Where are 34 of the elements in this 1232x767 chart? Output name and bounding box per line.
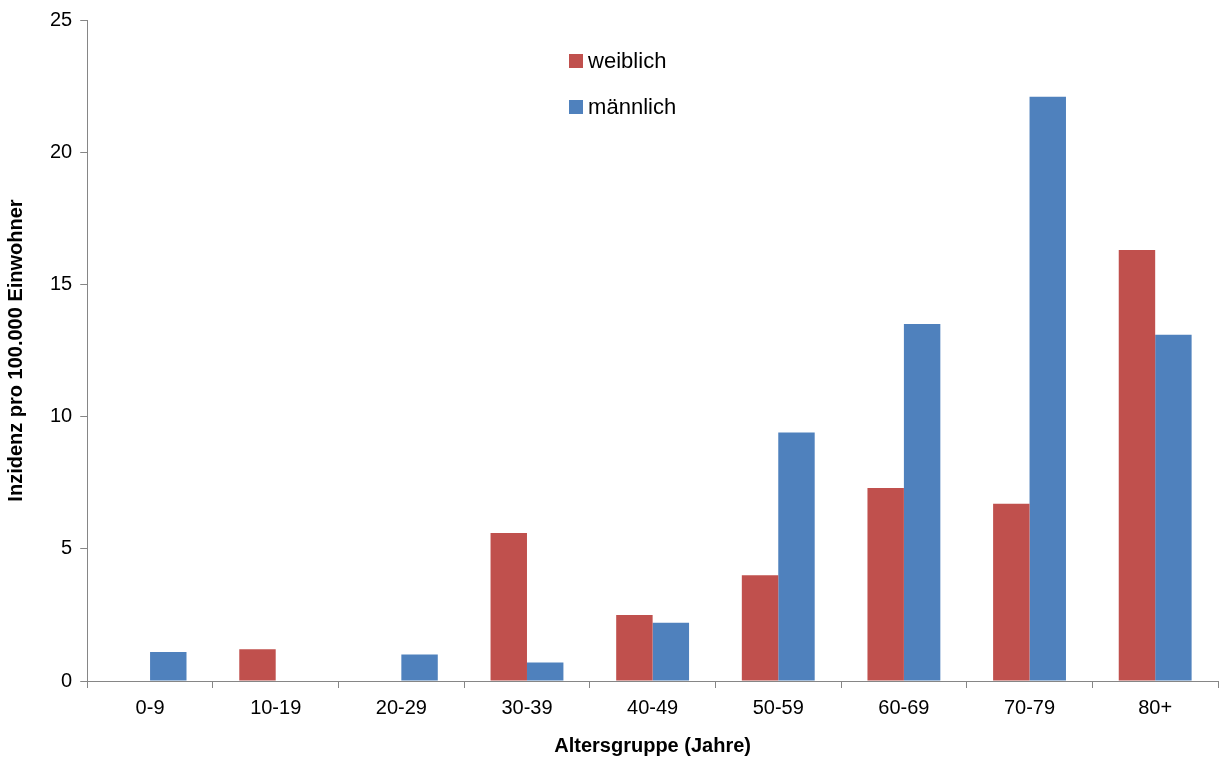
bar bbox=[741, 575, 779, 681]
y-tick-label: 15 bbox=[50, 271, 73, 294]
y-tick-label: 25 bbox=[50, 7, 73, 30]
x-tick-label: 50-59 bbox=[752, 695, 804, 718]
bar bbox=[490, 532, 527, 681]
y-axis-title: Inzidenz pro 100.000 Einwohner bbox=[3, 199, 26, 502]
y-tick-label: 20 bbox=[50, 139, 73, 162]
bar bbox=[526, 662, 564, 681]
bar bbox=[903, 324, 941, 681]
x-tick-label: 0-9 bbox=[135, 695, 165, 718]
bar bbox=[150, 651, 187, 681]
bar bbox=[778, 432, 815, 681]
bar bbox=[1155, 334, 1192, 681]
x-tick-label: 80+ bbox=[1138, 695, 1173, 718]
y-tick-label: 0 bbox=[61, 668, 73, 691]
legend-label: weiblich bbox=[588, 48, 667, 74]
x-tick-label: 40-49 bbox=[627, 695, 679, 718]
bar bbox=[616, 614, 653, 681]
bar bbox=[867, 487, 904, 681]
x-tick-label: 30-39 bbox=[501, 695, 553, 718]
bar bbox=[652, 622, 690, 681]
x-tick-label: 20-29 bbox=[375, 695, 427, 718]
x-axis-title: Altersgruppe (Jahre) bbox=[554, 733, 751, 756]
x-tick-label: 10-19 bbox=[250, 695, 302, 718]
bar bbox=[993, 503, 1030, 681]
bar bbox=[1118, 250, 1156, 681]
y-tick-label: 10 bbox=[50, 404, 73, 427]
bar bbox=[239, 649, 276, 681]
y-tick-label: 5 bbox=[61, 536, 73, 559]
bar bbox=[1029, 96, 1066, 681]
bar bbox=[401, 654, 438, 681]
legend-label: männlich bbox=[588, 94, 677, 120]
x-tick-label: 60-69 bbox=[878, 695, 930, 718]
x-tick-label: 70-79 bbox=[1003, 695, 1056, 718]
